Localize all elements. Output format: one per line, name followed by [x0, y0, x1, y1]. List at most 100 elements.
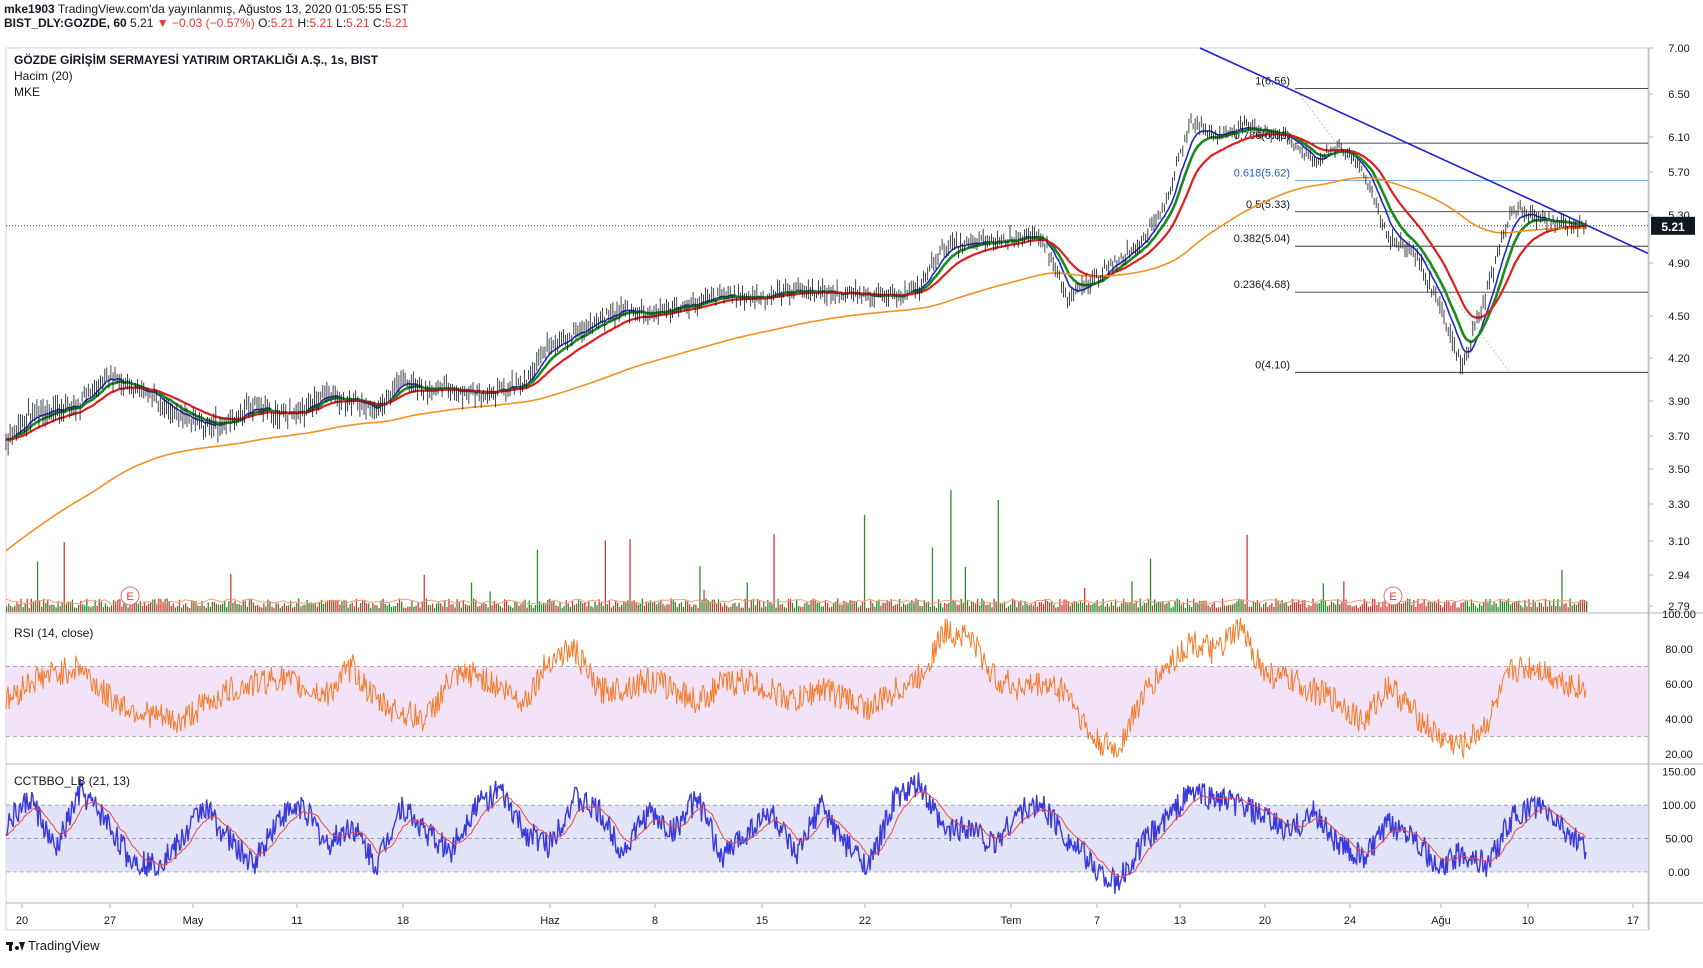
volume-bar	[1481, 605, 1483, 612]
volume-bar	[977, 598, 979, 612]
volume-bar	[584, 602, 586, 612]
publisher-name[interactable]: mke1903	[4, 2, 55, 16]
volume-bar	[528, 600, 530, 612]
volume-bar	[719, 602, 722, 612]
fib-level-label: 0.382(5.04)	[1234, 233, 1290, 245]
volume-bar	[594, 601, 596, 612]
volume-bar	[333, 600, 335, 612]
volume-bar	[530, 605, 532, 612]
volume-bar	[625, 602, 627, 612]
volume-bar	[409, 606, 411, 612]
volume-bar	[1509, 604, 1512, 612]
volume-bar	[1295, 602, 1298, 612]
volume-bar	[141, 606, 144, 612]
volume-bar	[1386, 606, 1388, 612]
price-tick-label: 6.10	[1668, 132, 1689, 144]
volume-bar	[259, 606, 261, 612]
volume-bar	[355, 598, 357, 612]
volume-bar	[1320, 599, 1322, 612]
earnings-event-label: E	[1389, 591, 1396, 603]
volume-bar	[38, 600, 41, 612]
footer-brand[interactable]: TradingView	[6, 938, 100, 953]
volume-bar	[1437, 599, 1440, 612]
volume-bar	[705, 598, 707, 612]
volume-bar	[1567, 607, 1569, 612]
volume-bar	[481, 604, 483, 612]
volume-bar	[828, 607, 831, 612]
oscillator-tick-label: 80.00	[1665, 644, 1693, 656]
volume-bar	[431, 603, 434, 612]
volume-bar	[1090, 605, 1092, 612]
rsi-pane-title: RSI (14, close)	[14, 626, 94, 640]
volume-bar	[396, 603, 399, 612]
volume-bar	[115, 601, 117, 612]
volume-bar	[754, 605, 757, 612]
volume-bar	[1275, 598, 1277, 612]
volume-bar	[1034, 602, 1036, 612]
volume-bar	[1363, 599, 1366, 612]
volume-bar	[1135, 600, 1137, 612]
volume-bar	[232, 602, 234, 612]
volume-bar	[197, 605, 199, 612]
volume-bar	[448, 598, 450, 612]
volume-bar	[497, 604, 499, 612]
volume-bar	[1038, 602, 1041, 612]
volume-bar	[137, 604, 139, 612]
volume-bar	[1129, 602, 1131, 612]
volume-bar	[275, 603, 277, 612]
volume-bar	[1030, 604, 1032, 612]
time-tick-label: 7	[1094, 915, 1100, 927]
volume-bar	[452, 604, 454, 612]
volume-bar	[380, 600, 382, 612]
volume-bar	[125, 598, 127, 612]
volume-bar	[1121, 603, 1123, 612]
volume-bar	[812, 598, 814, 612]
volume-bar	[283, 603, 285, 612]
volume-bar	[744, 598, 746, 612]
price-tick-label: 2.94	[1668, 570, 1689, 582]
volume-bar	[220, 604, 222, 612]
volume-bar	[1407, 598, 1409, 612]
volume-bar	[1057, 606, 1059, 612]
volume-bar	[750, 600, 752, 612]
ema-long-line	[5, 176, 1586, 552]
volume-bar	[1055, 607, 1057, 612]
volume-bar	[656, 604, 658, 612]
volume-bar	[857, 607, 859, 612]
volume-bar	[438, 602, 440, 612]
volume-bar	[763, 601, 765, 612]
volume-bar	[1123, 598, 1125, 612]
volume-bar	[689, 604, 691, 612]
volume-bar	[47, 600, 49, 612]
volume-bar	[1291, 598, 1294, 612]
volume-bar	[1565, 602, 1567, 612]
volume-bar	[1040, 602, 1043, 612]
volume-bar	[263, 603, 265, 612]
volume-bar	[600, 602, 602, 612]
volume-bar	[1127, 603, 1129, 612]
volume-bar	[1557, 599, 1559, 612]
volume-bar	[1431, 602, 1433, 612]
volume-bar	[573, 605, 576, 612]
volume-bar	[909, 602, 911, 612]
volume-bar	[1341, 600, 1343, 612]
volume-bar	[1053, 604, 1055, 612]
volume-bar	[51, 604, 53, 612]
volume-bar	[633, 600, 635, 612]
volume-bar	[292, 607, 294, 612]
volume-bar	[487, 607, 489, 612]
volume-bar	[1267, 606, 1269, 612]
oscillator-line	[5, 617, 1587, 759]
volume-bar	[1244, 604, 1246, 612]
volume-bar	[429, 605, 432, 612]
volume-bar	[810, 600, 812, 612]
oscillator-tick-label: 0.00	[1668, 867, 1689, 879]
volume-bar	[672, 600, 674, 612]
volume-bar	[933, 605, 936, 612]
volume-bar	[456, 599, 458, 612]
volume-bar	[1458, 607, 1460, 612]
volume-bar	[1063, 599, 1065, 612]
time-tick-label: 15	[756, 915, 768, 927]
volume-bar	[929, 606, 931, 612]
